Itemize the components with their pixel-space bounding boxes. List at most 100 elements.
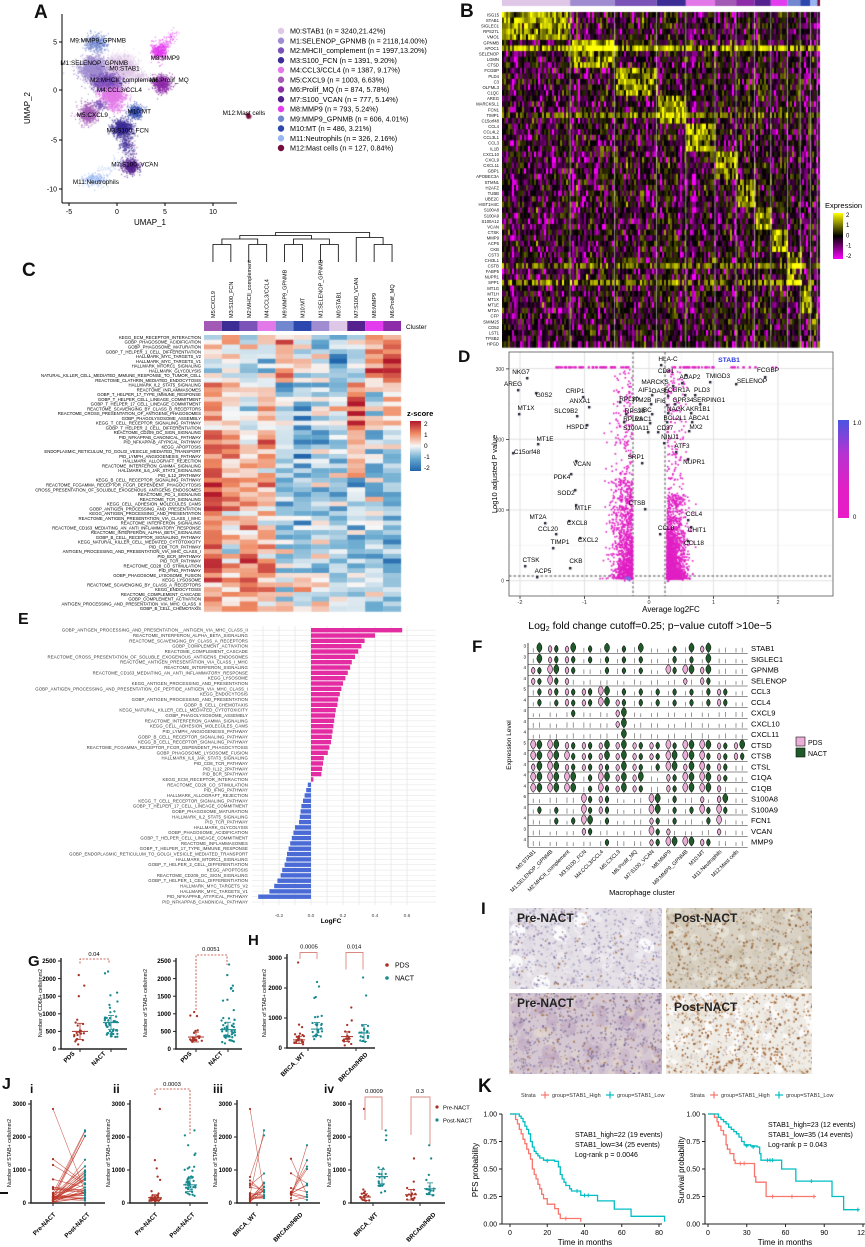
- svg-text:CD52: CD52: [488, 325, 500, 330]
- svg-text:TPSB2: TPSB2: [486, 336, 500, 341]
- svg-text:SIGLEC1: SIGLEC1: [751, 655, 783, 664]
- svg-text:S100A9: S100A9: [484, 213, 500, 218]
- svg-text:HALLMARK_MYC_TARGETS_V2: HALLMARK_MYC_TARGETS_V2: [180, 884, 248, 889]
- svg-text:TIMP1: TIMP1: [486, 113, 499, 118]
- svg-text:KEGG_ENDOCYTOSIS: KEGG_ENDOCYTOSIS: [155, 587, 201, 592]
- svg-text:0.014: 0.014: [347, 945, 362, 951]
- svg-text:M1:SELENOP_GPNMB: M1:SELENOP_GPNMB: [318, 259, 324, 318]
- svg-text:M9:MMP9_GPNMB (n = 606, 4.01%): M9:MMP9_GPNMB (n = 606, 4.01%): [290, 114, 408, 123]
- svg-text:SERPING1: SERPING1: [693, 397, 726, 404]
- svg-text:SIGLEC1: SIGLEC1: [481, 24, 500, 29]
- svg-text:KEGG_CELL_ADHESION_MOLECULES_C: KEGG_CELL_ADHESION_MOLECULES_CAMS: [107, 502, 201, 507]
- svg-text:M4:CCL3/CCL4 (n = 1387, 9.17%): M4:CCL3/CCL4 (n = 1387, 9.17%): [290, 66, 400, 75]
- svg-text:0: 0: [122, 1201, 126, 1207]
- svg-text:CCL4: CCL4: [686, 511, 703, 518]
- svg-text:OLFML3: OLFML3: [482, 85, 499, 90]
- svg-text:C15orf48: C15orf48: [482, 118, 500, 123]
- svg-text:3000: 3000: [333, 1102, 347, 1108]
- svg-text:Expression Level: Expression Level: [506, 720, 513, 770]
- svg-text:Number of STAB+ cells/mm2: Number of STAB+ cells/mm2: [143, 969, 149, 1037]
- svg-text:APOC1: APOC1: [485, 46, 500, 51]
- svg-text:ACP5: ACP5: [535, 568, 552, 575]
- svg-text:RPL30: RPL30: [619, 396, 639, 403]
- svg-text:0: 0: [706, 1230, 710, 1237]
- svg-text:M10:MT: M10:MT: [301, 297, 307, 318]
- svg-text:2000: 2000: [112, 1135, 126, 1141]
- svg-text:group=STAB1_Low: group=STAB1_Low: [617, 1093, 664, 1099]
- svg-text:CD81: CD81: [658, 368, 675, 375]
- svg-text:G0S2: G0S2: [536, 392, 553, 399]
- svg-text:REACTOME_INTERFERON_ALPHA_BETA: REACTOME_INTERFERON_ALPHA_BETA_SIGNALING: [91, 530, 202, 535]
- svg-text:Expression: Expression: [825, 201, 862, 210]
- svg-text:-1: -1: [582, 600, 587, 606]
- svg-text:2000: 2000: [268, 985, 282, 992]
- svg-text:GPNMB: GPNMB: [751, 666, 779, 675]
- svg-text:NATURAL_KILLER_CELL_MEDIATED_I: NATURAL_KILLER_CELL_MEDIATED_IMMUNE_RESP…: [41, 373, 202, 378]
- svg-text:CXCL11: CXCL11: [751, 730, 779, 739]
- svg-text:4: 4: [523, 708, 526, 713]
- svg-text:0: 0: [424, 443, 428, 450]
- svg-text:2000: 2000: [42, 976, 56, 983]
- svg-text:5: 5: [523, 740, 526, 745]
- svg-text:Log-rank p = 0.0046: Log-rank p = 0.0046: [575, 1152, 638, 1159]
- svg-text:-1: -1: [424, 454, 430, 461]
- svg-text:GOBP_B_CELL_RECEPTOR_SIGNALING: GOBP_B_CELL_RECEPTOR_SIGNALING_PATHWAY: [96, 535, 201, 540]
- svg-text:NACT: NACT: [395, 976, 415, 983]
- svg-text:4: 4: [523, 773, 526, 778]
- svg-text:MMP9: MMP9: [751, 838, 773, 847]
- svg-text:RPL28: RPL28: [623, 416, 643, 423]
- svg-text:GOBP_B_CELL_CHEMOTAXIS: GOBP_B_CELL_CHEMOTAXIS: [184, 702, 248, 707]
- svg-text:Number of STAB+ cells/mm2: Number of STAB+ cells/mm2: [327, 1119, 333, 1187]
- svg-text:NUPR1: NUPR1: [485, 275, 500, 280]
- svg-text:S100A12: S100A12: [482, 219, 500, 224]
- svg-text:-1: -1: [846, 244, 852, 250]
- svg-text:S100A8: S100A8: [751, 795, 778, 804]
- svg-text:CXCL8: CXCL8: [567, 520, 588, 527]
- svg-text:0: 0: [279, 1045, 283, 1052]
- svg-text:KEGG_CELL_ADHESION_MOLECULES_C: KEGG_CELL_ADHESION_MOLECULES_CAMS: [150, 724, 248, 729]
- svg-text:500: 500: [161, 1029, 172, 1036]
- svg-text:M2:MHCII_complement: M2:MHCII_complement: [90, 77, 157, 84]
- svg-text:M1:SELENOP_GPNMB: M1:SELENOP_GPNMB: [60, 60, 128, 67]
- svg-text:REACTOME_FCGAMMA_RECEPTOR_FCGR: REACTOME_FCGAMMA_RECEPTOR_FCGR_DEPENDENT…: [87, 745, 248, 750]
- svg-text:4: 4: [523, 837, 526, 842]
- svg-text:AIF1: AIF1: [638, 387, 652, 394]
- svg-text:VCAN: VCAN: [487, 224, 499, 229]
- svg-text:CTSB: CTSB: [628, 500, 645, 507]
- svg-text:0: 0: [343, 1201, 347, 1207]
- svg-text:1.0: 1.0: [853, 421, 862, 427]
- svg-text:IL1B: IL1B: [490, 146, 499, 151]
- svg-text:MT1F: MT1F: [575, 505, 592, 512]
- svg-text:M5:CXCL9: M5:CXCL9: [211, 291, 217, 318]
- svg-text:HALLMARK_MYC_TARGETS_V1: HALLMARK_MYC_TARGETS_V1: [136, 359, 202, 364]
- svg-text:M3:S100_FCN: M3:S100_FCN: [229, 282, 235, 318]
- svg-text:iv: iv: [324, 1082, 334, 1096]
- svg-text:CD37: CD37: [657, 425, 674, 432]
- svg-text:M11:Neutrophils: M11:Neutrophils: [73, 179, 119, 186]
- svg-text:GOBP_T_HELPER_1_CELL_DIFFERENT: GOBP_T_HELPER_1_CELL_DIFFERENTIATION: [106, 349, 201, 354]
- svg-text:BCL2L1: BCL2L1: [663, 415, 687, 422]
- svg-text:120: 120: [857, 1230, 865, 1237]
- svg-text:GOBP_T_HELPER_CELL_LINEAGE_COM: GOBP_T_HELPER_CELL_LINEAGE_COMMITMENT: [98, 397, 202, 402]
- svg-text:BRCA_WT: BRCA_WT: [353, 1211, 380, 1238]
- svg-text:RPS28: RPS28: [625, 408, 646, 415]
- svg-text:REACTOME_PD_1_SIGNALING: REACTOME_PD_1_SIGNALING: [138, 492, 202, 497]
- svg-text:2000: 2000: [13, 1135, 27, 1141]
- svg-text:Number of STAB+ cells/mm2: Number of STAB+ cells/mm2: [106, 1119, 112, 1187]
- svg-text:TIMP1: TIMP1: [551, 539, 570, 546]
- svg-text:CTSK: CTSK: [488, 230, 500, 235]
- svg-text:0: 0: [229, 1201, 233, 1207]
- svg-text:M7:S100_VCAN: M7:S100_VCAN: [111, 162, 158, 169]
- svg-text:30: 30: [743, 1230, 751, 1237]
- svg-text:0.50: 0.50: [686, 1167, 700, 1174]
- svg-text:3000: 3000: [112, 1102, 126, 1108]
- svg-text:4: 4: [523, 783, 526, 788]
- svg-text:CST3: CST3: [488, 252, 500, 257]
- svg-text:GPR34: GPR34: [673, 397, 694, 404]
- svg-text:CKB: CKB: [569, 558, 582, 565]
- svg-text:LST1: LST1: [489, 330, 500, 335]
- svg-text:HALLMARK_ALLOGRAFT_REJECTION: HALLMARK_ALLOGRAFT_REJECTION: [123, 459, 201, 464]
- svg-text:3000: 3000: [13, 1102, 27, 1108]
- svg-text:AREG: AREG: [504, 381, 522, 388]
- svg-text:90: 90: [820, 1230, 828, 1237]
